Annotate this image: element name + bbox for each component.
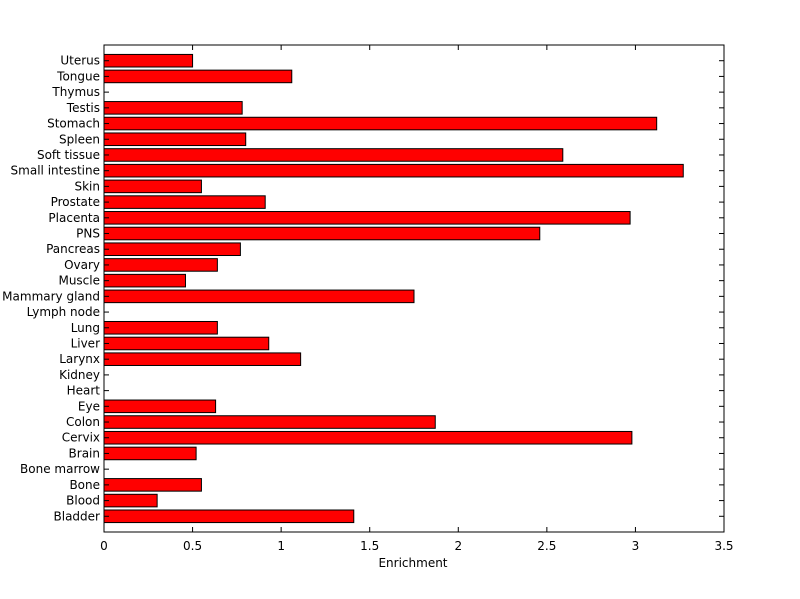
y-tick-label: Ovary — [64, 258, 100, 272]
x-tick-label: 0.5 — [183, 539, 202, 553]
bar — [103, 273, 186, 288]
x-axis-ticks: 0 0.5 1 1.5 2 2.5 3 3.5 — [100, 45, 734, 553]
bar — [103, 509, 355, 524]
bar — [103, 101, 243, 115]
bar — [103, 493, 158, 508]
x-tick-label: 3.5 — [714, 539, 733, 553]
bar — [103, 399, 217, 414]
bar — [103, 478, 202, 492]
y-tick-label: Blood — [66, 494, 100, 508]
y-tick-label: Heart — [67, 384, 101, 398]
y-tick-label: Uterus — [60, 54, 100, 68]
x-tick-label: 2.5 — [537, 539, 556, 553]
y-tick-label: Spleen — [59, 132, 100, 146]
y-tick-label: Soft tissue — [37, 148, 100, 162]
y-tick-label: Cervix — [62, 431, 100, 445]
y-tick-label: Placenta — [48, 211, 100, 225]
y-tick-label: Liver — [71, 336, 101, 350]
y-tick-label: Pancreas — [46, 242, 100, 256]
y-tick-label: Eye — [78, 399, 100, 413]
x-tick-label: 0 — [100, 539, 108, 553]
bar — [103, 242, 241, 257]
y-tick-label: Tongue — [56, 69, 100, 83]
x-axis-label: Enrichment — [378, 556, 447, 570]
bar — [103, 132, 247, 147]
bar — [103, 116, 658, 131]
y-tick-label: Small intestine — [11, 164, 100, 178]
bar — [103, 211, 631, 225]
bar — [103, 195, 266, 209]
bar — [103, 430, 633, 445]
y-tick-label: Prostate — [51, 195, 100, 209]
bar — [103, 148, 564, 162]
y-tick-label: Kidney — [59, 368, 100, 382]
bar — [103, 446, 197, 461]
y-tick-label: Bone marrow — [20, 462, 100, 476]
y-tick-label: Testis — [66, 101, 100, 115]
x-tick-label: 1 — [277, 539, 285, 553]
x-tick-label: 2 — [454, 539, 462, 553]
plot-frame — [103, 44, 725, 533]
y-tick-label: Thymus — [51, 85, 100, 99]
y-tick-label: Lung — [71, 321, 100, 335]
y-tick-label: Lymph node — [27, 305, 100, 319]
bar — [103, 258, 218, 272]
bar — [103, 163, 684, 178]
bar — [103, 289, 415, 304]
bar — [103, 320, 218, 335]
y-tick-label: Colon — [66, 415, 100, 429]
y-tick-label: Bladder — [54, 509, 101, 523]
y-tick-label: Mammary gland — [2, 289, 100, 303]
bar — [103, 53, 194, 68]
y-tick-label: Larynx — [59, 352, 100, 366]
bar — [103, 179, 202, 194]
y-tick-label: Brain — [69, 446, 100, 460]
bar — [103, 352, 302, 366]
bar — [103, 226, 541, 241]
bar — [103, 336, 270, 351]
y-tick-label: Stomach — [47, 117, 100, 131]
bar — [103, 69, 293, 84]
x-tick-label: 1.5 — [360, 539, 379, 553]
bar — [103, 415, 436, 429]
y-tick-label: Bone — [69, 478, 100, 492]
x-tick-label: 3 — [632, 539, 640, 553]
y-tick-label: Muscle — [58, 274, 100, 288]
y-tick-label: Skin — [74, 179, 100, 193]
y-tick-label: PNS — [76, 227, 100, 241]
